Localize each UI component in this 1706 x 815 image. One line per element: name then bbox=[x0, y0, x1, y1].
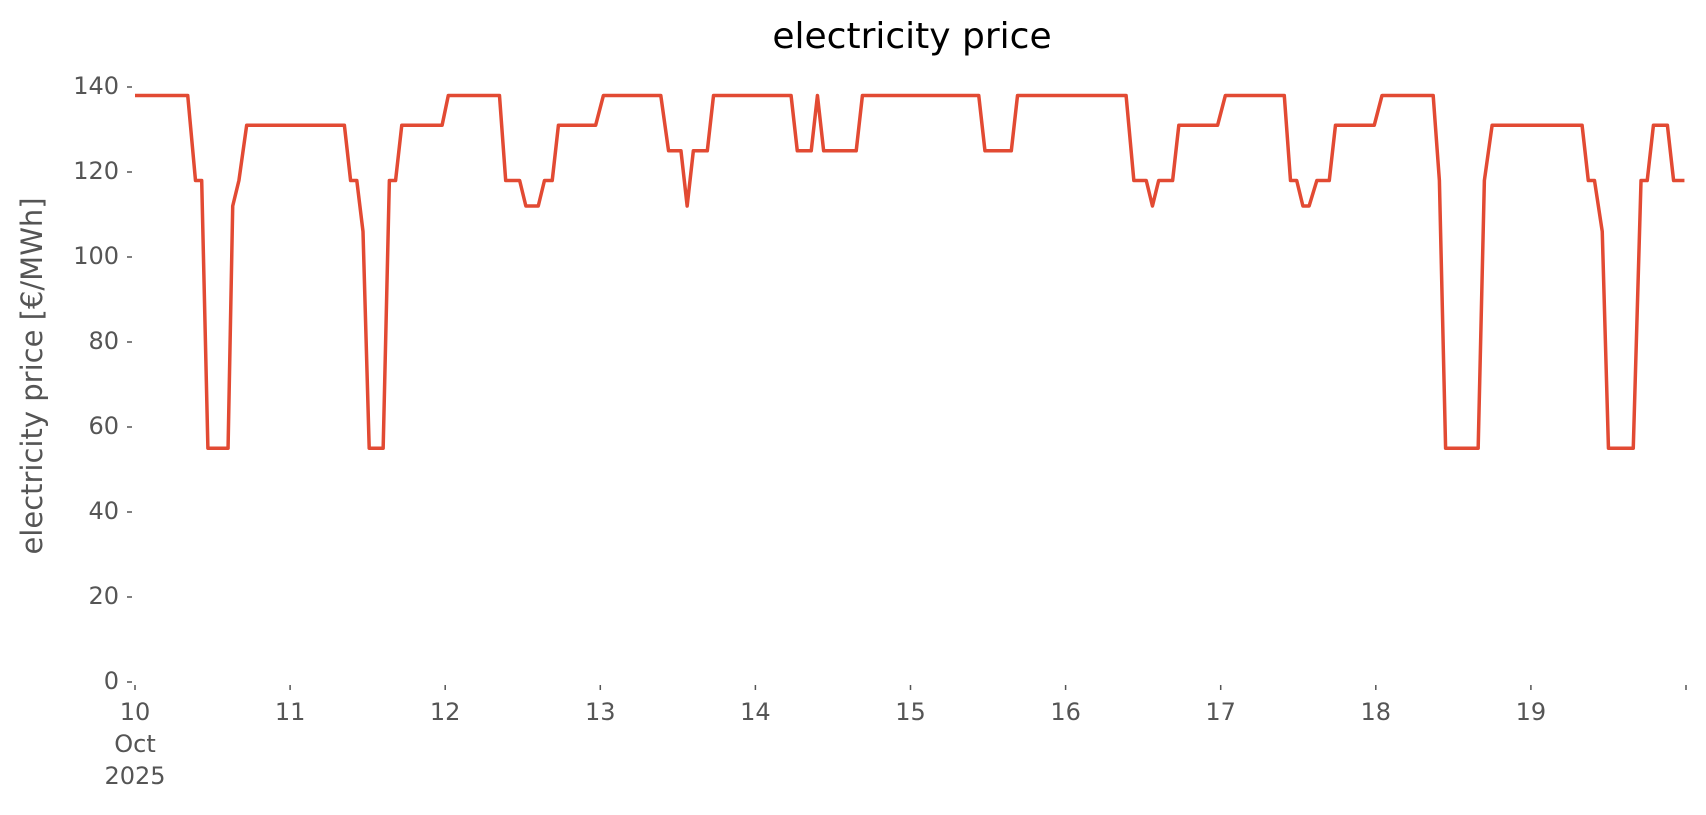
y-tick-label: 120 bbox=[73, 157, 119, 185]
y-tick-label: 100 bbox=[73, 242, 119, 270]
y-tick-label: 60 bbox=[88, 412, 119, 440]
y-tick-label: 40 bbox=[88, 497, 119, 525]
x-tick-label: 19 bbox=[1515, 698, 1547, 726]
y-tick-label: 20 bbox=[88, 582, 119, 610]
x-tick-label: 11 bbox=[274, 698, 306, 726]
x-tick-label: 17 bbox=[1205, 698, 1236, 726]
x-tick-label: 15 bbox=[895, 698, 926, 726]
chart-title: electricity price bbox=[772, 16, 1051, 57]
x-tick-label: 16 bbox=[1050, 698, 1081, 726]
y-tick-label: 0 bbox=[104, 667, 119, 695]
x-tick-label: 13 bbox=[585, 698, 616, 726]
x-tick-label: 12 bbox=[429, 698, 461, 726]
x-tick-label: 10 Oct 2025 bbox=[104, 698, 166, 790]
x-tick-label: 18 bbox=[1360, 698, 1392, 726]
x-tick-label: 14 bbox=[740, 698, 771, 726]
y-tick-label: 140 bbox=[73, 72, 119, 100]
y-tick-label: 80 bbox=[88, 327, 119, 355]
y-axis-label: electricity price [€/MWh] bbox=[15, 197, 49, 554]
price-line bbox=[135, 93, 1685, 450]
